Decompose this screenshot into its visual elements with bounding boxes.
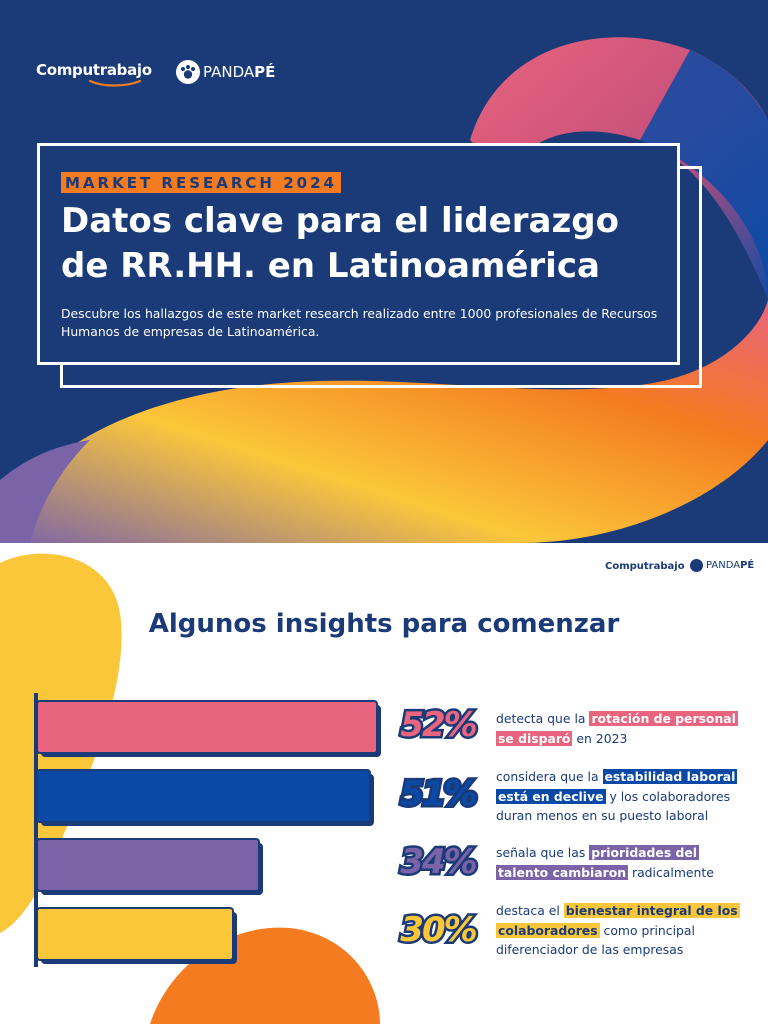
percentage-label: 51% 51%: [388, 772, 488, 817]
percentage-label: 30% 30%: [388, 908, 488, 953]
hero-decorative-shapes: [0, 37, 768, 543]
insight-text: detecta que la: [496, 711, 590, 726]
insights-title: Algunos insights para comenzar: [148, 609, 620, 639]
insights-slide: Computrabajo PANDA PÉ Algunos insights pa…: [0, 543, 768, 1024]
bar-4: [36, 907, 234, 961]
insight-description: detecta que la rotación de personal se d…: [496, 709, 746, 748]
insight-description: destaca el bienestar integral de los col…: [496, 901, 746, 960]
percentage-label-fill: 30%: [400, 910, 477, 950]
pandape-logo-bold: PÉ: [254, 63, 276, 81]
pandape-logo-small-bold: PÉ: [740, 560, 755, 571]
chart-axis-line: [34, 693, 38, 967]
computrabajo-logo-small: Computrabajo: [605, 561, 685, 572]
page-subtitle: Descubre los hallazgos de este market re…: [61, 306, 658, 339]
computrabajo-logo-text: Computrabajo: [36, 61, 152, 79]
pandape-logo: PANDAPÉ: [176, 60, 275, 84]
pandape-logo-light: PANDA: [203, 63, 255, 81]
percentage-label: 52% 52%: [388, 703, 488, 748]
insight-description: señala que las prioridades del talento c…: [496, 843, 746, 882]
insight-text: y los colaboradores duran menos en su pu…: [496, 788, 731, 824]
percentage-label-fill: 51%: [400, 774, 477, 814]
insight-description: considera que la estabilidad laboral est…: [496, 767, 746, 826]
percentage-label: 34% 34%: [388, 840, 488, 885]
paw-icon: [176, 60, 200, 84]
insights-bar-chart: [34, 693, 381, 967]
bar-3: [36, 838, 260, 892]
hero-cover: Computrabajo PANDAPÉ MARKET RESEARCH 202…: [0, 0, 768, 543]
bar-2: [36, 769, 371, 823]
pandape-logo-small: PANDA PÉ: [690, 559, 754, 572]
paw-icon-small: [690, 559, 703, 572]
page-title: Datos clave para el liderazgo de RR.HH. …: [61, 201, 619, 286]
computrabajo-logo: Computrabajo: [36, 61, 152, 87]
insight-text: considera que la: [496, 769, 603, 784]
percentage-label-fill: 34%: [400, 842, 477, 882]
insight-text: como principal diferenciador de las empr…: [496, 922, 695, 958]
report-tag: MARKET RESEARCH 2024: [61, 172, 341, 193]
insight-text: en 2023: [572, 730, 628, 746]
pandape-logo-small-light: PANDA: [706, 560, 741, 571]
insight-text: radicalmente: [628, 864, 714, 880]
percentage-label-fill: 52%: [400, 705, 477, 745]
logo-swoosh-icon: [88, 79, 142, 87]
insight-text: destaca el: [496, 903, 564, 918]
insight-text: señala que las: [496, 845, 590, 860]
bar-1: [36, 700, 378, 754]
